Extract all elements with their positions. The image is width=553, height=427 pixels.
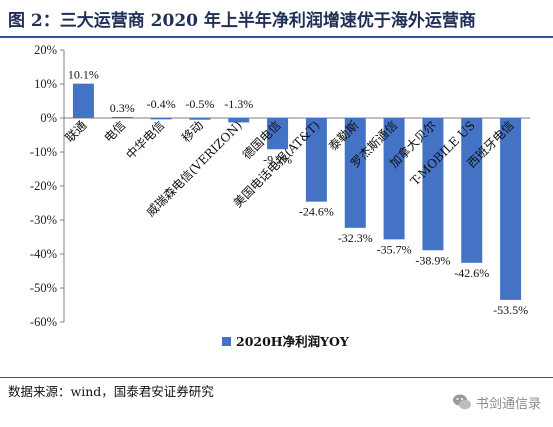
bar [383, 118, 405, 240]
data-label: -1.3% [224, 97, 253, 111]
data-label: -35.7% [377, 242, 412, 256]
y-tick-label: -50% [30, 281, 57, 295]
title-bar: 图 2：三大运营商 2020 年上半年净利润增速优于海外运营商 [0, 0, 553, 38]
y-tick-label: -10% [30, 145, 57, 159]
page-title: 图 2：三大运营商 2020 年上半年净利润增速优于海外运营商 [8, 11, 476, 31]
watermark-text: 书剑通信录 [475, 396, 541, 412]
bar [422, 118, 444, 251]
data-label: -24.6% [299, 205, 334, 219]
bar [500, 118, 522, 300]
legend-label: 2020H净利润YOY [236, 334, 350, 349]
category-label: 联通 [63, 118, 90, 145]
legend-swatch [222, 337, 231, 346]
bar [344, 118, 366, 228]
y-tick-label: -20% [30, 179, 57, 193]
bar [228, 118, 250, 123]
y-tick-label: 0% [40, 111, 57, 125]
bar [189, 118, 211, 120]
data-label: -38.9% [415, 253, 450, 267]
watermark: 书剑通信录 [452, 392, 541, 412]
y-tick-label: 20% [34, 43, 57, 57]
y-tick-label: -30% [30, 213, 57, 227]
data-label: 0.3% [110, 101, 135, 115]
data-label: -0.5% [185, 97, 214, 111]
y-tick-label: -40% [30, 247, 57, 261]
data-label: -53.5% [493, 303, 528, 317]
bar [72, 83, 94, 118]
source-note: 数据来源：wind，国泰君安证券研究 [8, 384, 214, 399]
bar [111, 116, 133, 118]
data-label: -9.2% [263, 152, 292, 166]
y-tick-label: 10% [34, 77, 57, 91]
y-tick-label: -60% [30, 315, 57, 329]
data-label: -32.3% [338, 231, 373, 245]
bar [150, 118, 172, 120]
bar-chart: 20% 10% 0% -10% -20% -30% -40% -50% -60% 10.1% 0.3… [30, 43, 530, 349]
category-label: 中华电信 [123, 118, 168, 163]
bar [461, 118, 483, 263]
bar [267, 118, 289, 150]
data-label: -0.4% [147, 97, 176, 111]
category-label: 移动 [179, 118, 206, 145]
data-label: 10.1% [68, 68, 99, 82]
bar [305, 118, 327, 202]
source-divider [0, 377, 553, 378]
data-label: -42.6% [454, 266, 489, 280]
wechat-icon [452, 394, 471, 410]
category-label: 电信 [101, 118, 128, 145]
